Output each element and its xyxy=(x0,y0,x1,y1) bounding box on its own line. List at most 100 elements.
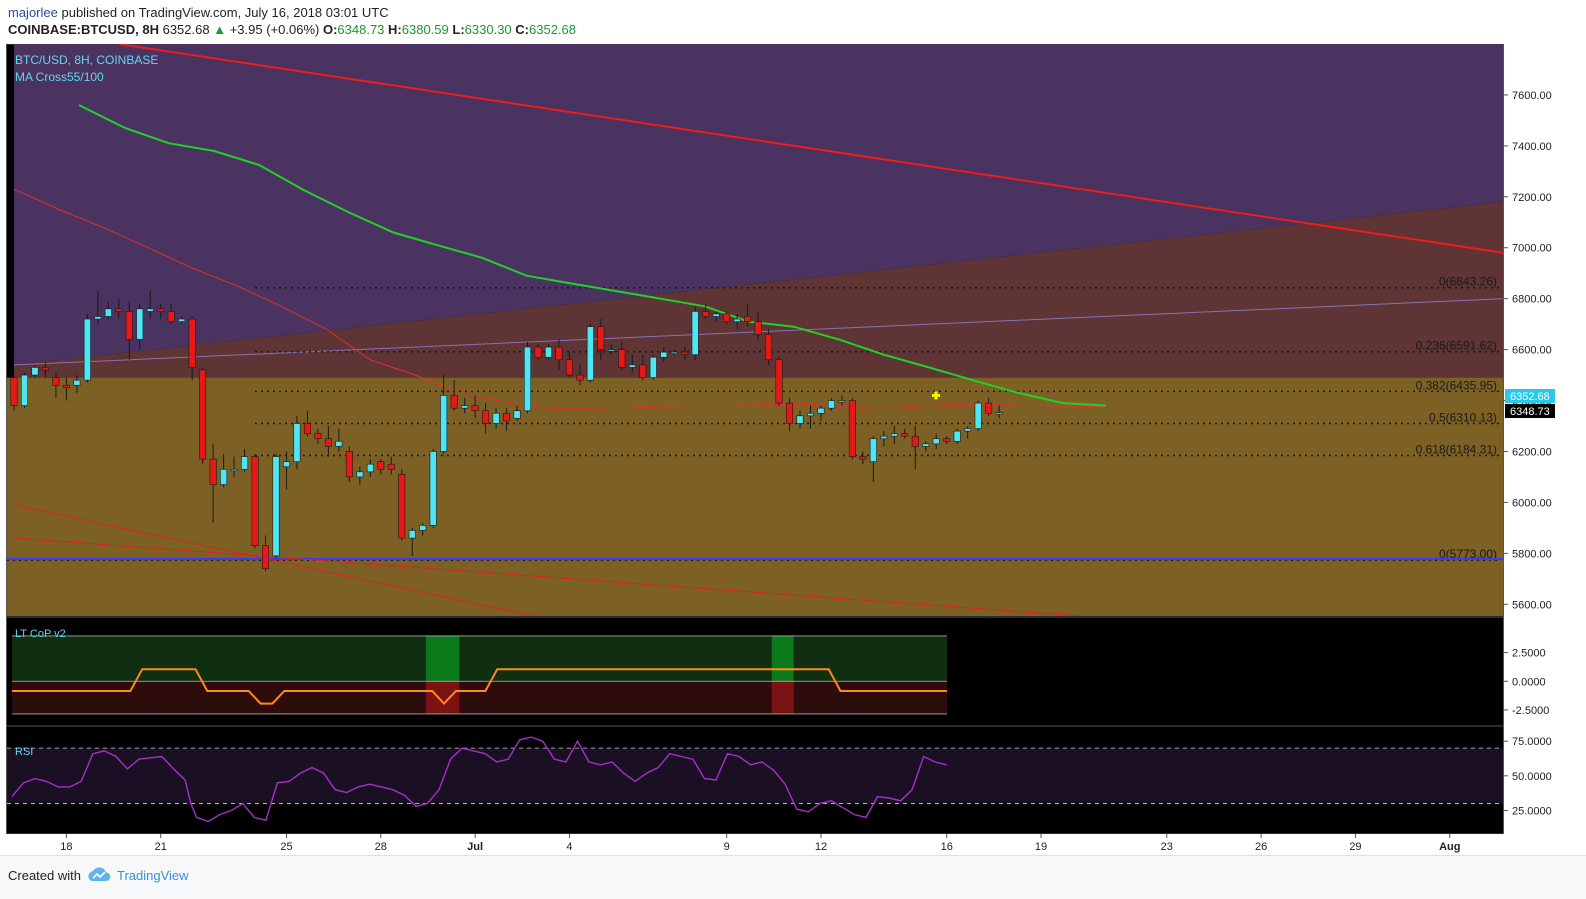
candle-body xyxy=(220,469,226,484)
candle-body xyxy=(74,380,80,385)
candle-body xyxy=(912,436,918,446)
candle-body xyxy=(178,319,184,322)
candle-body xyxy=(881,436,887,439)
candle-body xyxy=(95,316,101,319)
price-tick-label: 5600.00 xyxy=(1512,599,1552,611)
tradingview-brand-link[interactable]: TradingView xyxy=(117,868,189,883)
time-tick-label: 9 xyxy=(724,841,730,853)
candle-body xyxy=(262,546,268,569)
candle-body xyxy=(682,352,688,355)
close-label: C: xyxy=(515,22,529,37)
candle-body xyxy=(116,309,122,312)
candle-body xyxy=(807,413,813,416)
candle-body xyxy=(828,401,834,409)
candle-body xyxy=(587,327,593,380)
low-label: L: xyxy=(452,22,464,37)
created-with-text: Created with xyxy=(8,868,81,883)
candle-body xyxy=(32,367,38,375)
fib-level-label: 0(6843.26) xyxy=(1439,275,1497,289)
time-tick-label: 16 xyxy=(941,841,953,853)
candle-body xyxy=(388,464,394,469)
candle-body xyxy=(514,411,520,419)
price-tick-label: 6600.00 xyxy=(1512,345,1552,357)
chart-canvas[interactable]: 0(6843.26)0.236(6591.62)0.382(6435.95)0.… xyxy=(0,44,1586,854)
main-pane-title: BTC/USD, 8H, COINBASE xyxy=(15,53,158,67)
close-value: 6352.68 xyxy=(529,22,576,37)
main-pane-content: 0(6843.26)0.236(6591.62)0.382(6435.95)0.… xyxy=(7,44,1586,617)
candle-body xyxy=(870,439,876,462)
change-value: +3.95 (+0.06%) xyxy=(230,22,320,37)
candle-body xyxy=(367,464,373,472)
candle-body xyxy=(629,365,635,368)
candle-body xyxy=(734,319,740,322)
publish-line: majorlee published on TradingView.com, J… xyxy=(8,5,389,20)
candle-body xyxy=(640,365,646,378)
symbol-label: COINBASE:BTCUSD, 8H xyxy=(8,22,159,37)
candle-body xyxy=(105,309,111,317)
candle-body xyxy=(954,431,960,441)
price-tick-label: 7200.00 xyxy=(1512,192,1552,204)
candle-body xyxy=(975,403,981,428)
rsi-pane-title: RSI xyxy=(15,746,33,758)
candle-body xyxy=(985,403,991,413)
cop-green-bar xyxy=(426,636,460,681)
rsi-tick-label: 25.0000 xyxy=(1512,805,1552,817)
candle-body xyxy=(755,322,761,335)
rsi-pane[interactable]: RSI 75.0000 50.0000 25.0000 xyxy=(7,726,1552,834)
main-pane[interactable]: 0(6843.26)0.236(6591.62)0.382(6435.95)0.… xyxy=(7,44,1586,617)
rsi-tick-label: 75.0000 xyxy=(1512,736,1552,748)
candle-body xyxy=(902,434,908,437)
candle-body xyxy=(566,360,572,375)
candle-body xyxy=(137,309,143,340)
candle-body xyxy=(661,352,667,357)
open-value: 6348.73 xyxy=(337,22,384,37)
candle-body xyxy=(420,525,426,530)
candle-body xyxy=(786,403,792,423)
author-link[interactable]: majorlee xyxy=(8,5,58,20)
candle-body xyxy=(964,429,970,432)
published-text: published on TradingView.com, July 16, 2… xyxy=(61,5,388,20)
time-tick-label: 29 xyxy=(1349,841,1361,853)
time-tick-label: 28 xyxy=(375,841,387,853)
time-tick-label: 18 xyxy=(60,841,72,853)
time-axis-bg xyxy=(0,834,1586,854)
price-tick-label: 7600.00 xyxy=(1512,90,1552,102)
cop-green-bar xyxy=(772,636,794,681)
candle-body xyxy=(294,423,300,461)
rsi-band xyxy=(7,748,1503,803)
fib-level-label: 0.382(6435.95) xyxy=(1416,378,1497,392)
candle-body xyxy=(849,401,855,457)
high-label: H: xyxy=(388,22,402,37)
tradingview-cloud-icon[interactable] xyxy=(86,864,112,886)
candle-body xyxy=(378,462,384,470)
fib-level-label: 0.236(6591.62) xyxy=(1416,339,1497,353)
candle-body xyxy=(357,472,363,477)
cop-tick-label: 2.5000 xyxy=(1512,648,1546,660)
candle-body xyxy=(283,462,289,467)
candle-body xyxy=(304,423,310,433)
cop-green-band xyxy=(12,636,947,681)
candle-body xyxy=(577,375,583,380)
candle-body xyxy=(440,395,446,451)
candle-body xyxy=(42,367,48,370)
time-tick-label: 4 xyxy=(566,841,572,853)
time-tick-label: 26 xyxy=(1255,841,1267,853)
cop-pane-title: LT CoP v2 xyxy=(15,628,66,640)
candle-body xyxy=(996,413,1002,415)
candle-body xyxy=(210,459,216,484)
rsi-tick-label: 50.0000 xyxy=(1512,771,1552,783)
candle-body xyxy=(702,311,708,316)
candle-body xyxy=(524,347,530,411)
candle-body xyxy=(482,411,488,424)
quote-line: COINBASE:BTCUSD, 8H 6352.68 ▲ +3.95 (+0.… xyxy=(8,22,576,37)
cop-red-bar xyxy=(426,681,460,714)
price-tick-label: 6000.00 xyxy=(1512,497,1552,509)
candle-body xyxy=(273,457,279,556)
change-up-icon: ▲ xyxy=(213,22,226,37)
last-price: 6352.68 xyxy=(163,22,210,37)
candle-body xyxy=(451,395,457,408)
candle-body xyxy=(231,469,237,471)
candle-body xyxy=(409,530,415,538)
